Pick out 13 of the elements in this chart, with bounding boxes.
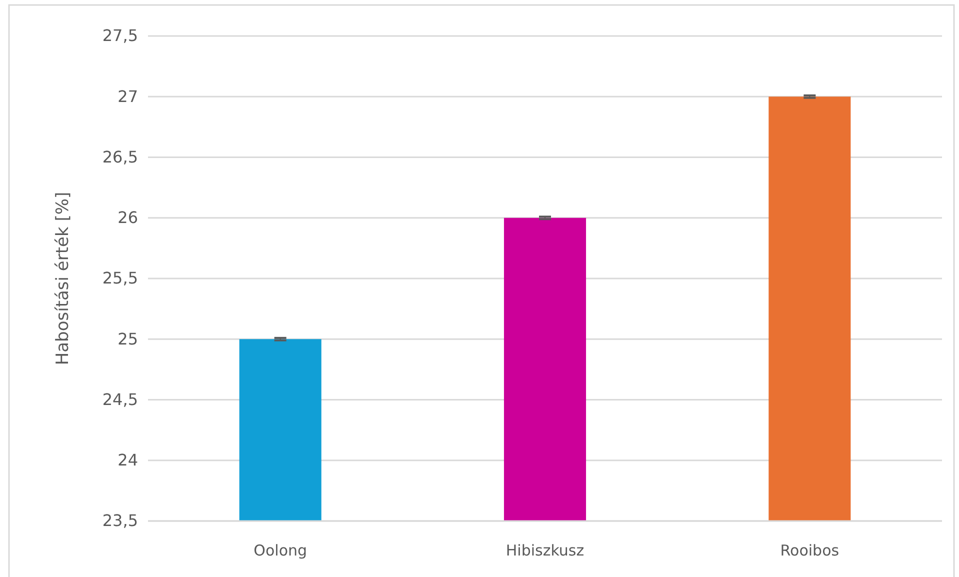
y-tick-label: 25	[118, 329, 138, 348]
y-tick-label: 24,5	[102, 390, 138, 409]
y-tick-label: 23,5	[102, 511, 138, 530]
y-tick-label: 27,5	[102, 26, 138, 46]
x-tick-label: Oolong	[254, 542, 308, 560]
y-tick-label: 26,5	[102, 147, 138, 166]
x-tick-label: Hibiszkusz	[506, 542, 584, 560]
y-tick-label: 24	[118, 450, 138, 470]
y-axis-title: Habosítási érték [%]	[53, 192, 73, 366]
y-tick-label: 25,5	[102, 268, 138, 288]
y-tick-label: 26	[118, 208, 138, 227]
y-tick-label: 27	[118, 86, 138, 106]
x-tick-label: Rooibos	[780, 542, 840, 560]
